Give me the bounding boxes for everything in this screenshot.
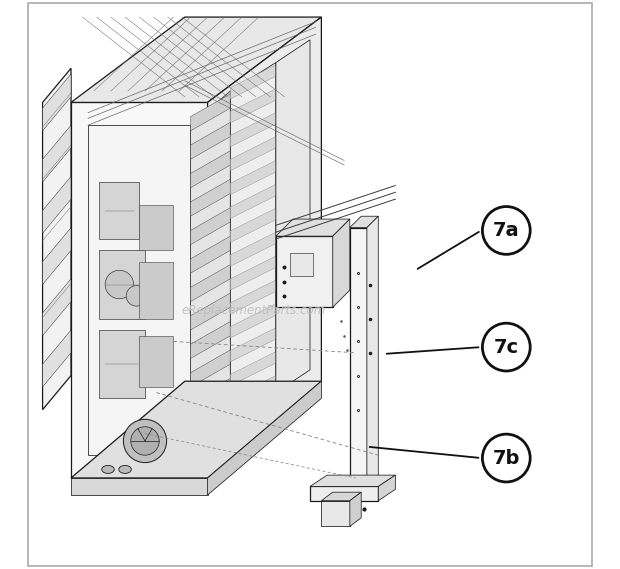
Polygon shape (190, 293, 231, 330)
Polygon shape (71, 381, 321, 478)
Polygon shape (231, 352, 276, 386)
Polygon shape (231, 208, 276, 242)
Polygon shape (208, 17, 321, 478)
Polygon shape (71, 17, 321, 102)
Polygon shape (350, 216, 378, 228)
Polygon shape (321, 492, 361, 501)
Polygon shape (140, 336, 174, 387)
Polygon shape (231, 256, 276, 290)
Polygon shape (140, 205, 174, 250)
Polygon shape (231, 89, 276, 123)
Polygon shape (290, 253, 313, 276)
Polygon shape (190, 378, 231, 415)
Polygon shape (231, 280, 276, 314)
Polygon shape (140, 262, 174, 319)
Ellipse shape (119, 465, 131, 473)
Polygon shape (231, 65, 276, 99)
Polygon shape (43, 228, 71, 284)
Polygon shape (350, 492, 361, 526)
Polygon shape (43, 68, 71, 410)
Polygon shape (99, 182, 140, 239)
Polygon shape (190, 94, 231, 131)
Polygon shape (43, 74, 71, 131)
Polygon shape (43, 279, 71, 336)
Polygon shape (350, 228, 367, 495)
Text: 7c: 7c (494, 337, 519, 357)
Polygon shape (208, 381, 321, 495)
Polygon shape (276, 236, 333, 307)
Polygon shape (367, 216, 378, 495)
Polygon shape (190, 91, 231, 455)
Polygon shape (333, 219, 350, 307)
Polygon shape (276, 40, 310, 393)
Polygon shape (71, 102, 208, 478)
Polygon shape (43, 125, 71, 182)
Circle shape (105, 270, 134, 299)
Polygon shape (310, 486, 378, 501)
Polygon shape (190, 122, 231, 159)
Text: 7a: 7a (493, 221, 520, 240)
Polygon shape (71, 478, 208, 495)
Polygon shape (190, 407, 231, 444)
Polygon shape (190, 321, 231, 358)
Ellipse shape (102, 465, 114, 473)
Circle shape (131, 427, 159, 455)
Polygon shape (231, 328, 276, 362)
Polygon shape (231, 232, 276, 266)
Polygon shape (378, 475, 396, 501)
Polygon shape (190, 179, 231, 216)
Polygon shape (190, 236, 231, 273)
Polygon shape (43, 176, 71, 233)
Polygon shape (231, 304, 276, 338)
Text: 7b: 7b (493, 448, 520, 468)
Circle shape (126, 286, 147, 306)
Polygon shape (231, 184, 276, 218)
Polygon shape (231, 376, 276, 410)
Polygon shape (231, 63, 276, 421)
Polygon shape (231, 113, 276, 147)
Polygon shape (231, 137, 276, 171)
Polygon shape (321, 501, 350, 526)
Circle shape (482, 207, 530, 254)
Polygon shape (190, 265, 231, 302)
Polygon shape (190, 350, 231, 387)
Text: eReplacementParts.com: eReplacementParts.com (181, 304, 326, 316)
Circle shape (123, 419, 167, 463)
Circle shape (482, 434, 530, 482)
Polygon shape (190, 208, 231, 245)
Polygon shape (43, 330, 71, 387)
Polygon shape (276, 219, 350, 236)
Polygon shape (190, 151, 231, 188)
Polygon shape (310, 475, 396, 486)
Polygon shape (99, 330, 145, 398)
Circle shape (482, 323, 530, 371)
Polygon shape (231, 160, 276, 195)
Polygon shape (99, 250, 145, 319)
Polygon shape (88, 125, 190, 455)
